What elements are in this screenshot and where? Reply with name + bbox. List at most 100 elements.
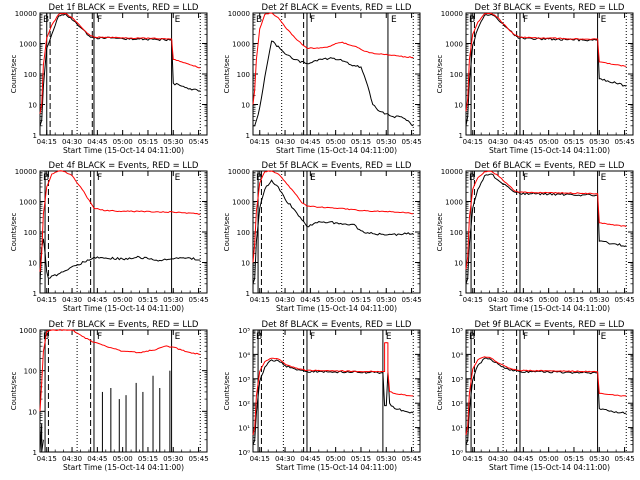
y-tick-label: 1000 xyxy=(19,41,37,49)
x-tick-label: 04:30 xyxy=(488,455,508,463)
y-axis-label: Counts/sec xyxy=(10,55,18,94)
y-tick-label: 10⁰ xyxy=(238,449,250,457)
plot-frame xyxy=(465,329,634,453)
y-tick-label: 10 xyxy=(28,260,37,268)
x-tick-label: 05:00 xyxy=(326,455,346,463)
y-tick-label: 1000 xyxy=(445,41,463,49)
x-tick-label: 05:45 xyxy=(614,296,634,304)
x-tick-label: 05:45 xyxy=(188,138,208,146)
x-tick-label: 04:30 xyxy=(62,296,82,304)
y-tick-label: 10000 xyxy=(228,10,250,18)
y-tick-label: 10 xyxy=(241,260,250,268)
plot-frame xyxy=(39,329,208,453)
x-tick-label: 04:45 xyxy=(300,138,320,146)
panel-det-2: Det 2f BLACK = Events, RED = LLD Counts/s… xyxy=(223,3,422,155)
y-tick-label: 10 xyxy=(241,102,250,110)
x-tick-label: 05:15 xyxy=(564,138,584,146)
panel-title: Det 3f BLACK = Events, RED = LLD xyxy=(475,3,625,13)
y-tick-label: 1000 xyxy=(232,41,250,49)
plot-frame xyxy=(465,170,634,294)
y-tick-label: 1000 xyxy=(232,199,250,207)
series-events-line xyxy=(252,179,414,284)
y-tick-label: 10 xyxy=(454,102,463,110)
panel-title: Det 9f BLACK = Events, RED = LLD xyxy=(475,320,625,330)
x-tick-label: 05:30 xyxy=(163,138,183,146)
series-events-line xyxy=(465,173,627,284)
x-tick-label: 04:15 xyxy=(463,296,483,304)
x-tick-label: 04:15 xyxy=(37,296,57,304)
x-tick-label: 04:45 xyxy=(300,296,320,304)
y-tick-label: 10² xyxy=(451,400,463,408)
series-events-line xyxy=(252,359,414,445)
series-events-line xyxy=(253,40,414,127)
x-tick-label: 04:30 xyxy=(62,138,82,146)
region-label: B xyxy=(43,15,49,25)
region-label: F xyxy=(310,332,315,342)
panel-det-9: Det 9f BLACK = Events, RED = LLD Counts/s… xyxy=(436,320,635,472)
x-tick-label: 05:00 xyxy=(539,138,559,146)
y-tick-label: 100 xyxy=(450,71,463,79)
x-tick-label: 05:30 xyxy=(376,138,396,146)
x-axis-label: Start Time (15-Oct-14 04:11:00) xyxy=(276,146,397,155)
region-label: F xyxy=(97,173,102,183)
panel-det-1: Det 1f BLACK = Events, RED = LLD Counts/s… xyxy=(10,3,209,155)
x-tick-label: 05:30 xyxy=(376,455,396,463)
y-axis-label: Counts/sec xyxy=(223,55,231,94)
series-events-line xyxy=(39,238,201,284)
series-events-line xyxy=(39,12,201,126)
panel-det-4: Det 4f BLACK = Events, RED = LLD Counts/s… xyxy=(10,161,209,313)
region-label: B xyxy=(43,173,49,183)
y-tick-label: 1 xyxy=(33,449,37,457)
x-axis-label: Start Time (15-Oct-14 04:11:00) xyxy=(63,304,184,313)
y-axis-label: Counts/sec xyxy=(10,213,18,252)
x-tick-label: 05:45 xyxy=(188,455,208,463)
series-lld-line xyxy=(252,170,414,263)
region-label: E xyxy=(175,332,181,342)
x-tick-label: 04:45 xyxy=(300,455,320,463)
x-tick-label: 05:30 xyxy=(589,296,609,304)
series-lld-line xyxy=(465,12,627,112)
y-tick-label: 10⁴ xyxy=(238,351,250,359)
y-tick-label: 10000 xyxy=(228,168,250,176)
y-tick-label: 10³ xyxy=(451,376,463,384)
x-tick-label: 04:15 xyxy=(463,138,483,146)
x-tick-label: 05:45 xyxy=(401,296,421,304)
x-tick-label: 05:15 xyxy=(564,455,584,463)
y-tick-label: 10000 xyxy=(441,10,463,18)
region-label: E xyxy=(391,15,397,25)
x-tick-label: 04:45 xyxy=(87,455,107,463)
y-tick-label: 10⁵ xyxy=(451,327,463,335)
y-tick-label: 10000 xyxy=(15,168,37,176)
y-tick-label: 100 xyxy=(24,71,37,79)
x-tick-label: 04:45 xyxy=(87,138,107,146)
y-tick-label: 1 xyxy=(33,290,37,298)
y-tick-label: 1 xyxy=(459,290,463,298)
x-tick-label: 04:15 xyxy=(250,296,270,304)
x-tick-label: 05:45 xyxy=(614,138,634,146)
x-tick-label: 05:15 xyxy=(564,296,584,304)
y-axis-label: Counts/sec xyxy=(223,372,231,411)
plot-frame xyxy=(252,170,421,294)
x-tick-label: 05:45 xyxy=(614,455,634,463)
x-tick-label: 04:30 xyxy=(275,455,295,463)
region-label: F xyxy=(310,173,315,183)
y-tick-label: 1000 xyxy=(19,199,37,207)
x-tick-label: 05:15 xyxy=(351,138,371,146)
series-lld-line xyxy=(39,170,201,272)
y-tick-label: 1 xyxy=(33,132,37,140)
x-tick-label: 05:00 xyxy=(539,455,559,463)
x-tick-label: 05:15 xyxy=(138,455,158,463)
x-tick-label: 04:15 xyxy=(463,455,483,463)
x-tick-label: 04:45 xyxy=(513,138,533,146)
panel-title: Det 5f BLACK = Events, RED = LLD xyxy=(262,161,412,171)
panel-title: Det 7f BLACK = Events, RED = LLD xyxy=(49,320,199,330)
x-tick-label: 04:30 xyxy=(62,455,82,463)
panel-title: Det 4f BLACK = Events, RED = LLD xyxy=(49,161,199,171)
region-label: F xyxy=(523,332,528,342)
y-tick-label: 100 xyxy=(24,229,37,237)
x-axis-label: Start Time (15-Oct-14 04:11:00) xyxy=(63,146,184,155)
y-axis-label: Counts/sec xyxy=(436,55,444,94)
x-axis-label: Start Time (15-Oct-14 04:11:00) xyxy=(489,304,610,313)
x-tick-label: 04:30 xyxy=(488,296,508,304)
